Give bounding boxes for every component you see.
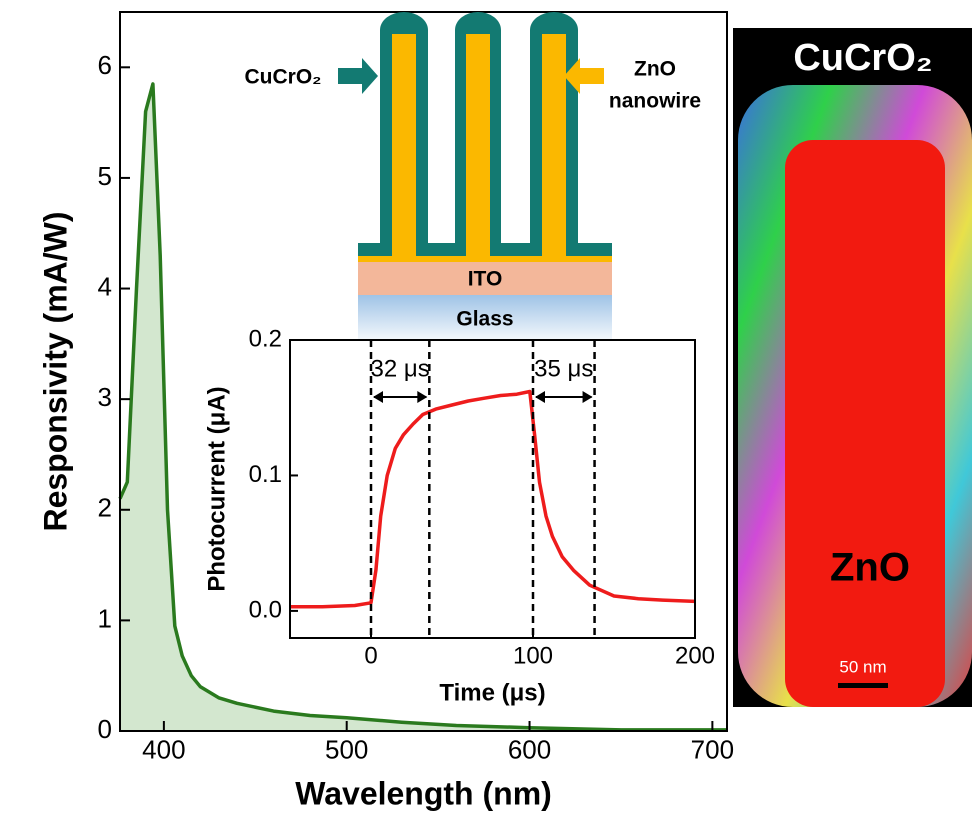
arrow — [338, 58, 378, 94]
inset-chart: 32 μs 35 μs 0 100 200 0.0 0.1 0.2 Time (μs) Photo… — [203, 325, 715, 706]
y-tick-label: 0.2 — [249, 325, 282, 352]
y-tick-label: 2 — [98, 493, 112, 523]
x-tick-label: 500 — [325, 735, 368, 765]
x-axis-title: Wavelength (nm) — [295, 775, 552, 811]
core-label: ZnO — [634, 58, 676, 81]
x-tick-label: 700 — [691, 735, 734, 765]
plot-background — [290, 340, 695, 638]
y-tick-label: 3 — [98, 382, 112, 412]
shell-label: CuCrO₂ — [245, 66, 322, 89]
x-tick-label: 600 — [508, 735, 551, 765]
y-tick-label: 0.1 — [249, 461, 282, 488]
micrograph: CuCrO₂ ZnO 50 nm — [733, 28, 972, 707]
image-title: CuCrO₂ — [793, 37, 932, 79]
x-tick-label: 200 — [675, 643, 715, 670]
core-label: nanowire — [609, 90, 701, 113]
scale-label: 50 nm — [839, 657, 886, 676]
image-label: ZnO — [830, 546, 910, 590]
y-tick-label: 6 — [98, 50, 112, 80]
layer-label: ITO — [468, 268, 503, 291]
y-tick-label: 1 — [98, 603, 112, 633]
x-tick-label: 100 — [513, 643, 553, 670]
zno-region — [785, 140, 945, 707]
layer-label: Glass — [456, 308, 513, 331]
y-tick-label: 5 — [98, 161, 112, 191]
annotation: 32 μs — [371, 355, 430, 382]
y-tick-label: 4 — [98, 271, 112, 301]
figure: 400 500 600 700 0 1 2 3 4 5 6 Wavelength (nm) Respon… — [0, 0, 972, 814]
y-axis-title: Responsivity (mA/W) — [37, 211, 73, 531]
x-tick-label: 0 — [364, 643, 377, 670]
y-axis-title: Photocurrent (μA) — [203, 386, 230, 591]
x-axis-title: Time (μs) — [439, 679, 545, 706]
y-tick-label: 0.0 — [249, 596, 282, 623]
device-diagram: CuCrO₂ ZnO nanowire ITO Glass — [245, 12, 702, 340]
annotation: 35 μs — [534, 355, 593, 382]
x-tick-label: 400 — [142, 735, 185, 765]
y-tick-label: 0 — [98, 714, 112, 744]
scale-bar — [838, 683, 888, 688]
